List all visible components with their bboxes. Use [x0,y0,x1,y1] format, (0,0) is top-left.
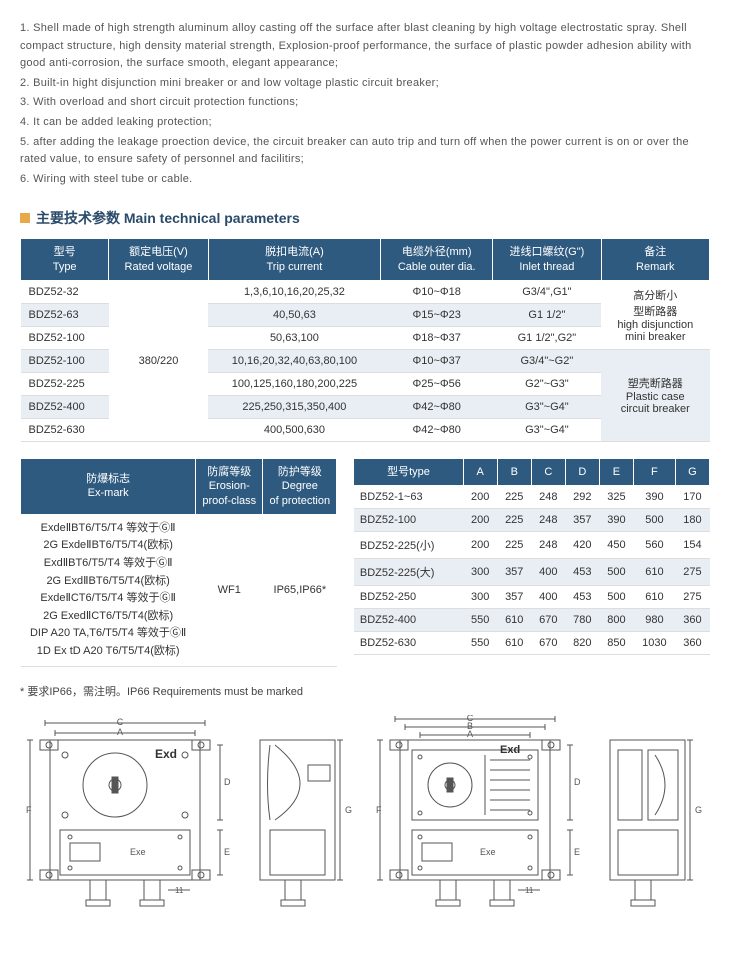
table-header: F [633,458,675,485]
description-item: 6. Wiring with steel tube or cable. [20,171,710,189]
main-params-table: 型号Type额定电压(V)Rated voltage脱扣电流(A)Trip cu… [20,238,710,442]
table-row: BDZ52-400550610670780800980360 [354,609,710,632]
svg-text:F: F [26,805,32,815]
svg-text:D: D [574,777,581,787]
table-row: BDZ52-32380/2201,3,6,10,16,20,25,32Φ10~Φ… [21,280,710,303]
table-header: D [565,458,599,485]
diagram-2: C B A F D E 11 Exd Exe G [370,715,710,915]
description-item: 3. With overload and short circuit prote… [20,94,710,112]
svg-text:11: 11 [525,886,534,895]
table-header: G [675,458,709,485]
description-item: 4. It can be added leaking protection; [20,114,710,132]
svg-text:C: C [117,717,124,727]
svg-text:A: A [467,729,473,739]
table-header: A [463,458,497,485]
table-header: 备注Remark [601,239,709,281]
svg-text:G: G [345,805,352,815]
diagram-1: C A F D E 11 Exd Exe G [20,715,360,915]
section-header: 主要技术参数 Main technical parameters [20,208,710,228]
svg-text:E: E [574,847,580,857]
svg-text:Exe: Exe [480,847,496,857]
svg-text:E: E [224,847,230,857]
bullet-icon [20,213,30,223]
table-row: BDZ52-225(大)300357400453500610275 [354,559,710,586]
table-header: 防腐等级Erosion-proof-class [196,458,263,514]
table-header: 防护等级Degreeof protection [263,458,337,514]
svg-text:A: A [117,727,123,737]
table-row: BDZ52-225(小)200225248420450560154 [354,532,710,559]
section-title: 主要技术参数 Main technical parameters [36,208,300,228]
table-header: C [531,458,565,485]
svg-text:11: 11 [175,886,184,895]
description-item: 1. Shell made of high strength aluminum … [20,20,710,73]
description-item: 2. Built-in hight disjunction mini break… [20,75,710,93]
table-row: BDZ52-250300357400453500610275 [354,586,710,609]
table-header: E [599,458,633,485]
table-header: B [497,458,531,485]
table-header: 进线口螺纹(G")Inlet thread [493,239,601,281]
table-header: 脱扣电流(A)Trip current [208,239,380,281]
svg-text:Exe: Exe [130,847,146,857]
table-row: BDZ52-100200225248357390500180 [354,509,710,532]
svg-text:Exd: Exd [500,744,520,756]
svg-text:D: D [224,777,231,787]
svg-text:G: G [695,805,702,815]
table-header: 电缆外径(mm)Cable outer dia. [381,239,493,281]
svg-text:F: F [376,805,382,815]
protection-cell: IP65,IP66* [263,514,337,666]
erosion-cell: WF1 [196,514,263,666]
description-list: 1. Shell made of high strength aluminum … [20,20,710,188]
dimensions-table: 型号typeABCDEFG BDZ52-1~632002252482923253… [353,458,710,655]
table-header: 防爆标志Ex-mark [21,458,196,514]
diagrams-row: C A F D E 11 Exd Exe G [20,715,710,918]
table-header: 型号type [354,458,463,485]
svg-text:Exd: Exd [155,747,177,761]
table-header: 额定电压(V)Rated voltage [109,239,208,281]
table-row: BDZ52-1~63200225248292325390170 [354,486,710,509]
table-row: BDZ52-6305506106708208501030360 [354,632,710,655]
description-item: 5. after adding the leakage proection de… [20,134,710,169]
table-header: 型号Type [21,239,109,281]
exmark-table: 防爆标志Ex-mark防腐等级Erosion-proof-class防护等级De… [20,458,337,667]
ip66-note: * 要求IP66，需注明。IP66 Requirements must be m… [20,683,337,699]
